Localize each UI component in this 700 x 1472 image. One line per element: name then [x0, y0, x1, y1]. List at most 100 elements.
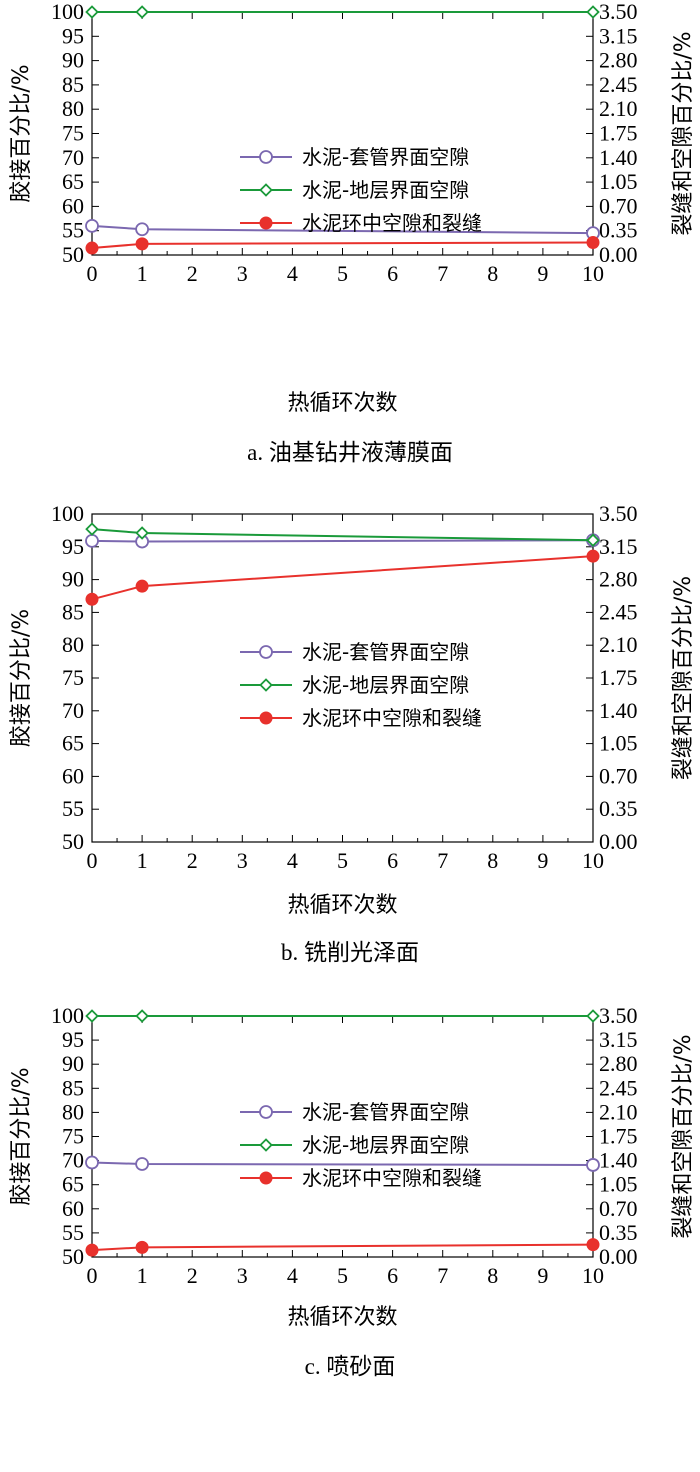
- y-left-tick-label: 90: [62, 48, 84, 73]
- data-point: [85, 522, 99, 536]
- legend-marker: [259, 645, 273, 659]
- x-tick-label: 10: [582, 261, 604, 286]
- legend-entry: 水泥环中空隙和裂缝: [240, 211, 482, 235]
- x-tick-label: 6: [387, 261, 398, 286]
- y-right-tick-label: 3.50: [599, 501, 638, 526]
- y-right-tick-label: 1.75: [599, 665, 638, 690]
- y-left-tick-label: 50: [62, 1244, 84, 1269]
- y-left-tick-label: 60: [62, 193, 84, 218]
- x-tick-label: 8: [487, 1263, 498, 1288]
- legend-marker: [259, 711, 273, 725]
- y-right-tick-label: 3.15: [599, 1027, 638, 1052]
- data-point: [85, 592, 99, 606]
- legend-marker: [259, 183, 273, 197]
- y-right-tick-label: 2.80: [599, 48, 638, 73]
- y-left-tick-label: 65: [62, 169, 84, 194]
- y-right-tick-label: 1.05: [599, 731, 638, 756]
- legend-label: 水泥-地层界面空隙: [302, 673, 469, 697]
- x-tick-label: 5: [337, 848, 348, 873]
- y-left-tick-label: 80: [62, 632, 84, 657]
- y-right-tick-label: 2.10: [599, 632, 638, 657]
- data-point: [586, 533, 600, 548]
- y-right-tick-label: 1.05: [599, 169, 638, 194]
- y-right-tick-label: 3.15: [599, 23, 638, 48]
- x-tick-label: 1: [137, 1263, 148, 1288]
- y-left-axis-title: 胶接百分比/%: [9, 1067, 34, 1205]
- x-tick-label: 2: [187, 1263, 198, 1288]
- chart-caption: c. 喷砂面: [305, 1354, 396, 1379]
- y-left-tick-label: 95: [62, 534, 84, 559]
- y-right-tick-label: 1.40: [599, 145, 638, 170]
- y-left-tick-label: 50: [62, 829, 84, 854]
- y-right-tick-label: 2.45: [599, 599, 638, 624]
- x-tick-label: 1: [137, 848, 148, 873]
- y-left-tick-label: 55: [62, 796, 84, 821]
- data-point: [85, 5, 99, 19]
- data-point: [135, 237, 149, 251]
- y-left-tick-label: 70: [62, 698, 84, 723]
- y-right-tick-label: 1.75: [599, 121, 638, 146]
- x-tick-label: 9: [537, 261, 548, 286]
- legend-label: 水泥环中空隙和裂缝: [302, 211, 482, 235]
- legend-marker: [259, 1138, 273, 1152]
- y-right-tick-label: 0.00: [599, 242, 638, 267]
- y-right-tick-label: 0.35: [599, 796, 638, 821]
- data-point: [135, 5, 149, 19]
- series-1: [85, 522, 600, 548]
- data-point: [135, 222, 150, 237]
- data-point: [85, 533, 99, 548]
- y-left-tick-label: 65: [62, 1172, 84, 1197]
- x-tick-label: 2: [187, 261, 198, 286]
- y-left-tick-label: 75: [62, 121, 84, 146]
- data-point: [135, 579, 149, 593]
- y-left-tick-label: 100: [51, 501, 84, 526]
- series-line: [91, 528, 594, 542]
- y-left-axis-title: 胶接百分比/%: [9, 609, 34, 747]
- x-tick-label: 3: [237, 848, 248, 873]
- data-point: [85, 218, 99, 233]
- legend-entry: 水泥-地层界面空隙: [240, 1133, 469, 1157]
- x-tick-label: 5: [337, 261, 348, 286]
- y-right-tick-label: 0.00: [599, 1244, 638, 1269]
- y-right-axis-title: 裂缝和空隙百分比/%: [671, 576, 696, 780]
- y-right-tick-label: 1.05: [599, 1172, 638, 1197]
- y-right-tick-label: 2.45: [599, 1075, 638, 1100]
- x-tick-label: 9: [537, 1263, 548, 1288]
- x-axis-title: 热循环次数: [287, 391, 397, 416]
- data-point: [85, 1155, 99, 1170]
- chart-panel-0: 0 1 2 3 4 5 6 7 8 9 10505560657075808590951000.000…: [9, 0, 696, 465]
- data-point: [586, 236, 600, 250]
- x-tick-label: 4: [287, 1263, 298, 1288]
- y-left-tick-label: 60: [62, 763, 84, 788]
- x-tick-label: 8: [487, 261, 498, 286]
- legend-entry: 水泥-套管界面空隙: [240, 145, 469, 169]
- y-left-tick-label: 90: [62, 1051, 84, 1076]
- legend-marker: [259, 678, 273, 692]
- y-right-tick-label: 1.40: [599, 1148, 638, 1173]
- legend-marker: [259, 150, 273, 164]
- legend-label: 水泥-地层界面空隙: [302, 1133, 469, 1157]
- y-right-tick-label: 2.10: [599, 1099, 638, 1124]
- y-left-tick-label: 80: [62, 1099, 84, 1124]
- legend-entry: 水泥-套管界面空隙: [240, 640, 469, 664]
- y-right-tick-label: 2.80: [599, 1051, 638, 1076]
- y-left-tick-label: 50: [62, 242, 84, 267]
- data-point: [135, 1009, 149, 1023]
- data-point: [85, 241, 99, 255]
- y-left-tick-label: 100: [51, 0, 84, 24]
- y-right-tick-label: 0.00: [599, 829, 638, 854]
- y-right-tick-label: 1.75: [599, 1124, 638, 1149]
- y-left-tick-label: 60: [62, 1196, 84, 1221]
- legend-entry: 水泥-地层界面空隙: [240, 673, 469, 697]
- legend-marker: [259, 1171, 273, 1185]
- series-line: [91, 241, 594, 250]
- x-axis-title: 热循环次数: [287, 1305, 397, 1330]
- x-tick-label: 2: [187, 848, 198, 873]
- data-point: [586, 5, 600, 19]
- legend-label: 水泥-套管界面空隙: [302, 640, 469, 664]
- y-left-tick-label: 100: [51, 1003, 84, 1028]
- data-point: [135, 526, 149, 540]
- x-axis-title: 热循环次数: [287, 893, 397, 918]
- y-right-tick-label: 2.45: [599, 72, 638, 97]
- x-tick-label: 0: [87, 848, 98, 873]
